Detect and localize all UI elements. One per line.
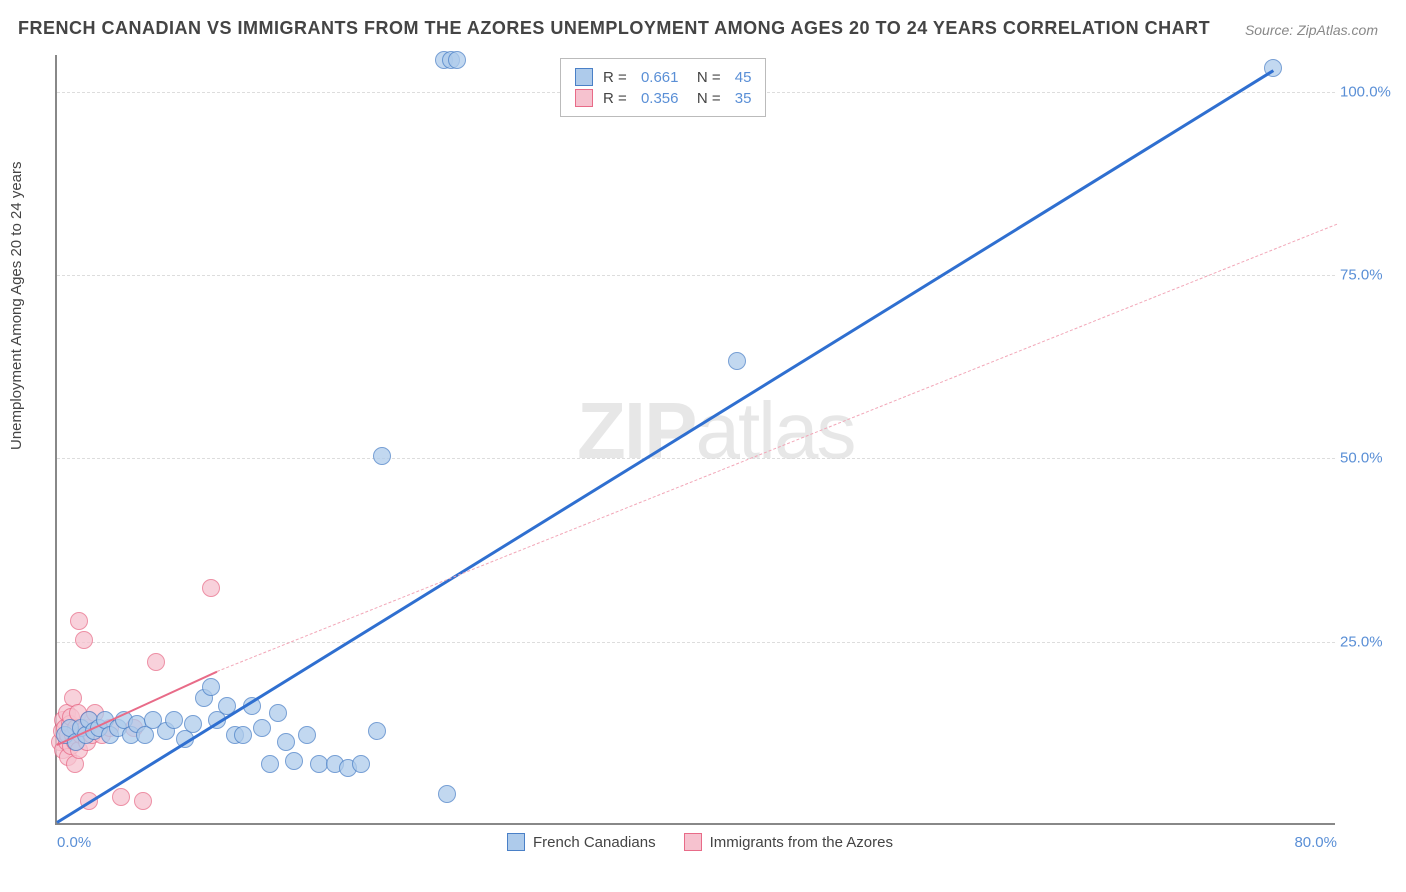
y-axis-label: Unemployment Among Ages 20 to 24 years	[8, 161, 25, 450]
data-point	[234, 726, 252, 744]
data-point	[243, 697, 261, 715]
grid-line	[57, 458, 1335, 459]
watermark: ZIPatlas	[577, 385, 854, 477]
data-point	[80, 792, 98, 810]
data-point	[285, 752, 303, 770]
legend-swatch	[575, 68, 593, 86]
data-point	[438, 785, 456, 803]
legend-R-value: 0.661	[641, 69, 679, 86]
y-tick-label: 25.0%	[1340, 633, 1395, 650]
y-tick-label: 75.0%	[1340, 267, 1395, 284]
data-point	[75, 631, 93, 649]
data-point	[165, 711, 183, 729]
legend-stat-row: R = 0.356 N = 35	[575, 89, 751, 107]
watermark-zip: ZIP	[577, 386, 695, 475]
data-point	[134, 792, 152, 810]
source-attribution: Source: ZipAtlas.com	[1245, 22, 1378, 38]
legend-series: French Canadians Immigrants from the Azor…	[507, 833, 893, 851]
data-point	[298, 726, 316, 744]
legend-series-name: French Canadians	[533, 834, 656, 851]
legend-N-label: N =	[688, 69, 724, 86]
legend-swatch	[575, 89, 593, 107]
data-point	[184, 715, 202, 733]
legend-item: French Canadians	[507, 833, 656, 851]
legend-series-name: Immigrants from the Azores	[710, 834, 893, 851]
data-point	[373, 447, 391, 465]
data-point	[70, 612, 88, 630]
legend-swatch	[684, 833, 702, 851]
data-point	[261, 755, 279, 773]
legend-stats: R = 0.661 N = 45R = 0.356 N = 35	[560, 58, 766, 117]
data-point	[277, 733, 295, 751]
plot-area: ZIPatlas 25.0%50.0%75.0%100.0%0.0%80.0%F…	[55, 55, 1335, 825]
watermark-atlas: atlas	[695, 386, 854, 475]
trend-line	[56, 70, 1274, 824]
data-point	[448, 51, 466, 69]
y-tick-label: 100.0%	[1340, 83, 1395, 100]
legend-N-value: 35	[735, 90, 752, 107]
grid-line	[57, 275, 1335, 276]
data-point	[269, 704, 287, 722]
legend-swatch	[507, 833, 525, 851]
data-point	[218, 697, 236, 715]
legend-R-value: 0.356	[641, 90, 679, 107]
legend-stat-row: R = 0.661 N = 45	[575, 68, 751, 86]
legend-N-value: 45	[735, 69, 752, 86]
data-point	[1264, 59, 1282, 77]
x-tick-label: 80.0%	[1294, 834, 1337, 851]
grid-line	[57, 642, 1335, 643]
data-point	[202, 678, 220, 696]
legend-R-label: R =	[603, 69, 631, 86]
data-point	[368, 722, 386, 740]
legend-item: Immigrants from the Azores	[684, 833, 893, 851]
x-tick-label: 0.0%	[57, 834, 91, 851]
data-point	[728, 352, 746, 370]
y-tick-label: 50.0%	[1340, 450, 1395, 467]
data-point	[352, 755, 370, 773]
data-point	[112, 788, 130, 806]
data-point	[147, 653, 165, 671]
chart-title: FRENCH CANADIAN VS IMMIGRANTS FROM THE A…	[18, 18, 1210, 39]
legend-R-label: R =	[603, 90, 631, 107]
data-point	[202, 579, 220, 597]
data-point	[253, 719, 271, 737]
legend-N-label: N =	[688, 90, 724, 107]
